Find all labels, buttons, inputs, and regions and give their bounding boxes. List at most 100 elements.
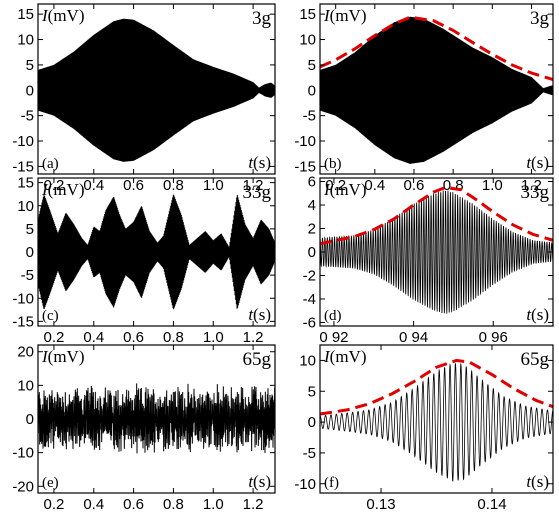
x-tick-label: 1.2 — [243, 496, 264, 513]
panel-a: -15 -10 -5 0 5 10 15 0.2 0.4 0.6 0.8 1.0 1.2 I(mV) t(s… — [12, 3, 276, 194]
x-tick-label: 0.4 — [83, 177, 104, 194]
x-axis-label-variable: t — [248, 305, 254, 324]
y-axis-label-unit: (mV) — [330, 180, 367, 199]
y-tick-label: -4 — [303, 291, 316, 308]
y-tick-label: 0 — [308, 414, 316, 431]
panel-e: -20 -10 0 10 20 0.2 0.4 0.6 0.8 1.0 1.2 I(mV) t(s) (e… — [12, 344, 276, 513]
y-tick-label: 15 — [17, 6, 34, 23]
x-tick-label: 0.8 — [163, 329, 184, 346]
x-tick-label: 1.0 — [482, 177, 503, 194]
x-axis-label-variable: t — [248, 153, 254, 172]
x-axis-label: t(s) — [526, 472, 549, 491]
y-tick-label: 10 — [299, 32, 316, 49]
x-axis-label-unit: (s) — [253, 153, 271, 172]
y-tick-label: -10 — [294, 133, 316, 150]
y-tick-label: 10 — [299, 352, 316, 369]
panel-c: -15 -10 -5 0 5 10 15 0.2 0.4 0.6 0.8 1.0 1.2 I(mV) t(s… — [12, 175, 276, 346]
x-axis-label-variable: t — [526, 153, 532, 172]
y-axis-label-variable: I — [41, 180, 49, 199]
x-axis-label-variable: t — [526, 305, 532, 324]
y-axis-label-unit: (mV) — [48, 347, 85, 366]
x-tick-label: 0.13 — [366, 496, 395, 513]
y-tick-label: 4 — [308, 197, 316, 214]
fit-curve — [320, 358, 553, 416]
y-axis-label-variable: I — [323, 6, 331, 25]
panel-label: (f) — [324, 475, 339, 491]
x-tick-label: 0.8 — [163, 177, 184, 194]
y-tick-label: 0 — [26, 82, 34, 99]
y-tick-label: 15 — [299, 6, 316, 23]
y-tick-label: 20 — [17, 344, 34, 361]
x-tick-label: 0 92 — [319, 329, 348, 346]
y-axis-label-variable: I — [41, 6, 49, 25]
y-tick-label: -20 — [12, 478, 34, 495]
series-label: 3g — [530, 8, 550, 29]
series-label: 3g — [252, 8, 272, 29]
y-tick-label: 2 — [308, 221, 316, 238]
signal-trace — [38, 194, 275, 310]
plot-frame — [319, 3, 554, 175]
y-tick-label: 0 — [26, 411, 34, 428]
x-axis-label: t(s) — [248, 153, 271, 172]
y-tick-label: 5 — [26, 221, 34, 238]
plot-frame — [37, 3, 276, 175]
x-tick-label: 0 94 — [399, 329, 428, 346]
x-axis-label-unit: (s) — [253, 472, 271, 491]
y-tick-label: -2 — [303, 267, 316, 284]
y-tick-label: 5 — [308, 383, 316, 400]
y-axis-label: I(mV) — [41, 347, 85, 366]
x-axis-label-variable: t — [526, 472, 532, 491]
x-axis-label: t(s) — [526, 153, 549, 172]
x-tick-label: 1.0 — [203, 496, 224, 513]
y-tick-label: -10 — [12, 133, 34, 150]
x-axis-label: t(s) — [526, 305, 549, 324]
y-tick-label: -15 — [294, 158, 316, 175]
x-tick-label: 0.6 — [123, 496, 144, 513]
y-axis-label-unit: (mV) — [330, 6, 367, 25]
x-axis-label-unit: (s) — [531, 305, 549, 324]
panel-d: -6 -4 -2 0 2 4 6 0 92 0 94 0 96 I(mV) t(s) (d) 33g — [303, 174, 554, 346]
x-tick-label: 0.6 — [404, 177, 425, 194]
y-axis-label-unit: (mV) — [330, 347, 367, 366]
panel-label: (c) — [42, 308, 59, 324]
y-axis-label-unit: (mV) — [48, 180, 85, 199]
x-axis-label-variable: t — [248, 472, 254, 491]
panel-label: (b) — [324, 156, 342, 172]
y-tick-label: -10 — [294, 476, 316, 493]
x-tick-label: 0 96 — [479, 329, 508, 346]
y-axis-label: I(mV) — [323, 6, 367, 25]
y-tick-label: 0 — [308, 244, 316, 261]
y-tick-label: 10 — [17, 377, 34, 394]
fit-curve — [320, 15, 553, 82]
signal-trace — [320, 16, 553, 164]
x-tick-label: 1.2 — [521, 177, 542, 194]
y-tick-label: 0 — [26, 244, 34, 261]
x-tick-label: 1.2 — [243, 177, 264, 194]
y-axis-label: I(mV) — [41, 180, 85, 199]
y-tick-label: 10 — [17, 32, 34, 49]
y-axis-label-variable: I — [323, 347, 331, 366]
y-axis-label-variable: I — [41, 347, 49, 366]
x-tick-label: 1.0 — [203, 177, 224, 194]
y-axis-label: I(mV) — [41, 6, 85, 25]
panel-label: (a) — [42, 156, 59, 172]
x-tick-label: 0.8 — [163, 496, 184, 513]
x-axis-label-unit: (s) — [531, 153, 549, 172]
y-tick-label: -10 — [12, 445, 34, 462]
x-tick-label: 0.2 — [44, 177, 65, 194]
x-tick-label: 0.4 — [83, 329, 104, 346]
x-axis-label: t(s) — [248, 305, 271, 324]
series-label: 33g — [521, 182, 550, 203]
series-label: 65g — [521, 349, 550, 370]
x-axis-label-unit: (s) — [253, 305, 271, 324]
signal-trace — [320, 190, 553, 314]
x-tick-label: 0.2 — [44, 496, 65, 513]
y-axis-label: I(mV) — [323, 180, 367, 199]
panel-f: -10 -5 0 5 10 0.13 0.14 I(mV) t(s) (f) 65g — [294, 344, 554, 513]
x-axis-label: t(s) — [248, 472, 271, 491]
y-tick-label: -5 — [303, 108, 316, 125]
y-axis-label: I(mV) — [323, 347, 367, 366]
panel-label: (d) — [324, 308, 342, 324]
y-tick-label: 5 — [26, 57, 34, 74]
